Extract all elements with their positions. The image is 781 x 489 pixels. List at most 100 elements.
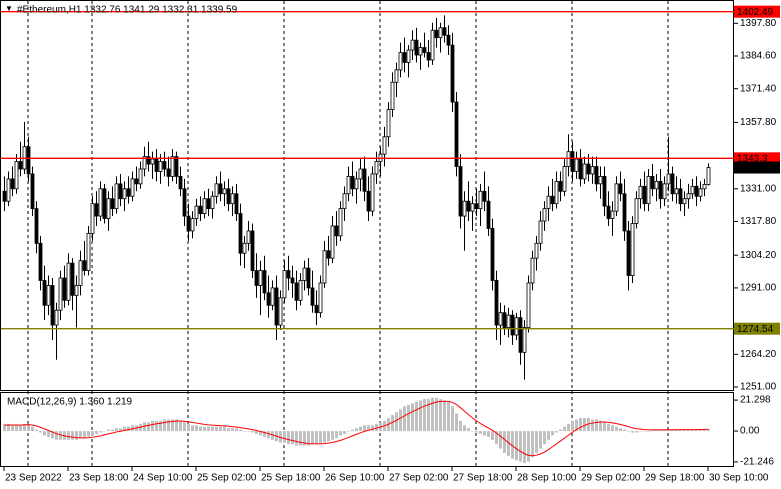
macd-bar (191, 425, 194, 432)
candle-body (334, 225, 339, 237)
candle-body (702, 184, 707, 190)
candle-body (546, 195, 551, 210)
macd-bar (375, 423, 378, 432)
candle-body (474, 203, 479, 210)
candle-body (198, 205, 203, 214)
macd-bar (695, 429, 698, 432)
macd-bar (299, 431, 302, 446)
macd-bar (571, 420, 574, 432)
level-label-box (734, 322, 780, 335)
macd-bar (95, 431, 98, 434)
candle-body (270, 287, 275, 306)
y-tick-label: -21.246 (740, 457, 774, 468)
candle-body (342, 193, 347, 210)
candle-body (534, 242, 539, 259)
x-tick-label: 26 Sep 10:00 (325, 473, 385, 484)
macd-bar (679, 429, 682, 432)
candle-body (178, 176, 183, 190)
y-tick-label: 1317.80 (740, 216, 777, 227)
candle-body (430, 29, 435, 61)
macd-bar (471, 431, 474, 432)
macd-bar (15, 425, 18, 432)
macd-bar (595, 419, 598, 432)
candle-body (182, 188, 187, 217)
candle-body (590, 166, 595, 175)
candle-body (698, 188, 703, 197)
macd-bar (699, 429, 702, 432)
macd-bar (31, 426, 34, 432)
macd-bar (643, 431, 646, 432)
x-tick-label: 28 Sep 10:00 (517, 473, 577, 484)
macd-bar (287, 431, 290, 445)
macd-bar (495, 431, 498, 445)
candle-body (66, 262, 71, 301)
macd-bar (295, 431, 298, 446)
macd-bar (395, 412, 398, 432)
candle-body (606, 205, 611, 219)
macd-bar (479, 431, 482, 434)
candle-body (542, 208, 547, 222)
macd-bar (307, 431, 310, 446)
candle-body (134, 178, 139, 185)
candle-body (502, 312, 507, 328)
macd-panel-frame (0, 392, 734, 467)
candle-body (514, 317, 519, 336)
macd-bar (207, 426, 210, 432)
macd-bar (323, 431, 326, 443)
macd-bar (467, 428, 470, 432)
candle-body (54, 309, 59, 326)
candle-body (254, 270, 259, 286)
level-label-box (734, 152, 780, 165)
macd-bar (415, 401, 418, 432)
x-tick-label: 27 Sep 18:00 (453, 473, 513, 484)
candle-body (618, 183, 623, 195)
candle-body (566, 151, 571, 167)
candle-body (114, 183, 119, 210)
macd-bar (451, 406, 454, 432)
candle-body (674, 188, 679, 195)
macd-bar (319, 431, 322, 445)
candle-body (126, 188, 131, 197)
x-tick-label: 29 Sep 18:00 (645, 473, 705, 484)
symbol-menu-icon[interactable]: ▼ (5, 4, 13, 13)
candle-body (26, 146, 31, 175)
candle-body (278, 297, 283, 326)
candle-body (298, 280, 303, 301)
macd-bar (591, 419, 594, 432)
macd-bar (243, 431, 246, 432)
candle-body (634, 198, 639, 224)
x-tick-label: 30 Sep 10:00 (709, 473, 769, 484)
level-label: 1274.54 (737, 324, 774, 335)
macd-bar (667, 429, 670, 432)
macd-bar (475, 431, 478, 433)
macd-bar (99, 431, 102, 433)
macd-bar (255, 431, 258, 434)
candle-body (330, 225, 335, 259)
macd-bar (351, 429, 354, 432)
macd-bar (175, 419, 178, 432)
macd-bar (151, 420, 154, 432)
y-tick-label: 1264.20 (740, 349, 777, 360)
candle-body (30, 173, 35, 210)
candle-body (294, 282, 299, 301)
macd-bar (271, 431, 274, 440)
macd-bar (11, 425, 14, 432)
candle-body (210, 195, 215, 210)
macd-bar (231, 428, 234, 432)
y-tick-label: 1397.80 (740, 18, 777, 29)
candle-body (642, 185, 647, 205)
macd-bar (127, 426, 130, 432)
candle-body (234, 193, 239, 214)
macd-bar (491, 431, 494, 440)
x-tick-label: 29 Sep 02:00 (581, 473, 641, 484)
y-tick-label: 1291.00 (740, 283, 777, 294)
candle-body (18, 161, 23, 170)
macd-bar (223, 426, 226, 432)
candle-body (598, 176, 603, 185)
macd-bar (447, 401, 450, 432)
candle-body (38, 242, 43, 281)
candle-body (70, 262, 75, 296)
candle-body (706, 167, 711, 185)
candle-body (630, 223, 635, 276)
